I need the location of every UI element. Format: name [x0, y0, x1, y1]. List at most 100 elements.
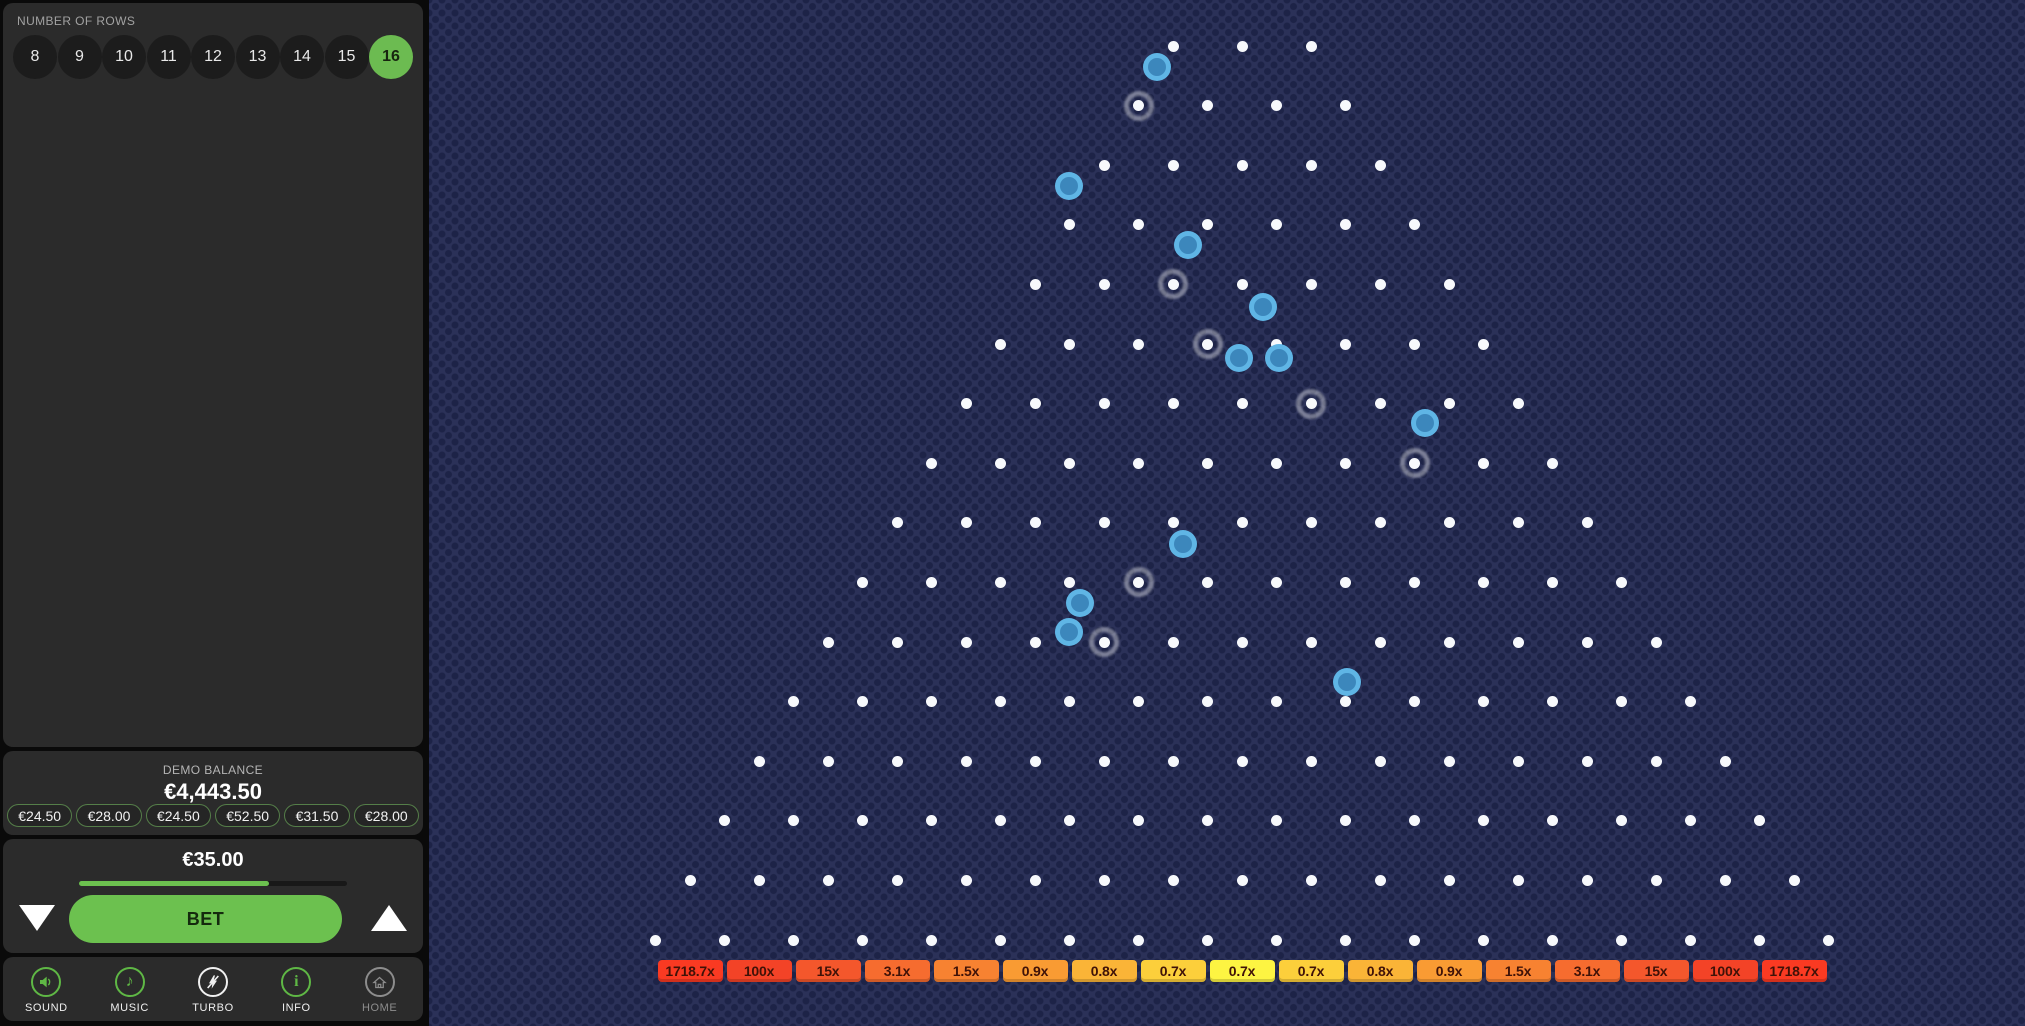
row-button-9[interactable]: 9 — [57, 35, 102, 79]
ball — [1169, 530, 1197, 558]
peg — [1754, 934, 1765, 946]
peg — [1478, 457, 1489, 469]
peg — [1478, 338, 1489, 350]
peg — [1098, 278, 1110, 290]
peg — [1581, 636, 1593, 648]
multiplier-tile: 0.7x — [1209, 960, 1275, 982]
peg — [719, 934, 730, 946]
toolbar-item-info[interactable]: i INFO — [256, 967, 336, 1014]
toolbar-item-turbo[interactable]: TURBO — [173, 967, 253, 1014]
peg-hit-halo — [1123, 90, 1154, 121]
peg — [719, 815, 730, 827]
peg — [1305, 636, 1317, 648]
demo-balance-value: €4,443.50 — [164, 779, 262, 804]
peg — [995, 576, 1006, 588]
peg — [1650, 636, 1662, 648]
bet-amount: €35.00 — [182, 849, 244, 871]
peg — [1133, 696, 1144, 708]
peg — [857, 815, 868, 827]
peg — [995, 457, 1006, 469]
peg — [1581, 755, 1593, 767]
peg — [1029, 755, 1041, 767]
peg — [1098, 636, 1110, 648]
peg — [1374, 755, 1386, 767]
row-button-8[interactable]: 8 — [13, 35, 57, 79]
peg — [1271, 934, 1282, 946]
peg — [1202, 576, 1213, 588]
peg — [960, 755, 972, 767]
peg-hit-halo — [1089, 627, 1119, 657]
peg — [1547, 815, 1558, 827]
peg — [1064, 219, 1075, 231]
peg — [960, 874, 972, 886]
peg — [1202, 219, 1213, 231]
row-button-15[interactable]: 15 — [324, 35, 369, 79]
peg — [891, 874, 903, 886]
peg — [1029, 278, 1041, 290]
peg — [1236, 636, 1248, 648]
toolbar-item-home[interactable]: HOME — [340, 967, 420, 1014]
peg — [1133, 100, 1144, 112]
peg — [891, 755, 903, 767]
multiplier-tile: 100x — [1692, 960, 1758, 982]
ball — [1055, 618, 1083, 646]
home-icon — [364, 967, 395, 997]
toolbar-item-sound[interactable]: SOUND — [6, 967, 86, 1014]
peg — [1754, 815, 1765, 827]
peg — [1719, 755, 1731, 767]
peg — [1409, 934, 1420, 946]
peg — [1236, 398, 1248, 410]
multiplier-tile: 0.8x — [1071, 960, 1137, 982]
row-button-12[interactable]: 12 — [191, 35, 235, 79]
peg — [684, 874, 696, 886]
peg — [1167, 517, 1179, 529]
peg — [1305, 278, 1317, 290]
bet-panel: €35.00 BET — [3, 839, 423, 953]
peg — [1098, 755, 1110, 767]
peg — [650, 934, 661, 946]
peg — [788, 696, 799, 708]
peg-hit-halo — [1399, 448, 1430, 479]
peg-hit-halo — [1296, 388, 1326, 419]
peg — [1374, 278, 1386, 290]
row-button-13[interactable]: 13 — [235, 35, 280, 79]
peg — [1202, 815, 1213, 827]
peg — [1512, 636, 1524, 648]
balance-panel: DEMO BALANCE €4,443.50 €24.50 €28.00 €24.5… — [3, 751, 423, 835]
peg — [1167, 874, 1179, 886]
toolbar-item-label: INFO — [281, 1002, 311, 1014]
peg — [1271, 219, 1282, 231]
peg — [1202, 696, 1213, 708]
peg — [1547, 934, 1558, 946]
peg — [1409, 219, 1420, 231]
peg — [1202, 338, 1213, 350]
peg — [1202, 100, 1213, 112]
peg — [926, 934, 937, 946]
toolbar-item-music[interactable]: ♪ MUSIC — [90, 967, 170, 1014]
peg — [1305, 159, 1317, 171]
ball — [1174, 231, 1202, 259]
speaker-icon — [31, 967, 62, 997]
peg-hit-halo — [1192, 329, 1223, 359]
music-note-icon: ♪ — [114, 967, 145, 997]
row-button-11[interactable]: 11 — [146, 35, 191, 79]
bet-button[interactable]: BET — [69, 895, 342, 943]
peg — [1547, 696, 1558, 708]
row-button-10[interactable]: 10 — [102, 35, 146, 79]
peg — [1167, 398, 1179, 410]
row-button-14[interactable]: 14 — [280, 35, 324, 79]
peg — [1478, 815, 1489, 827]
peg — [1685, 696, 1696, 708]
peg — [1029, 636, 1041, 648]
row-button-16[interactable]: 16 — [369, 35, 413, 79]
rows-panel: NUMBER OF ROWS 8 9 10 11 12 13 14 15 16 — [3, 3, 423, 747]
peg — [1064, 815, 1075, 827]
ball — [1225, 344, 1253, 372]
peg-hit-halo — [1123, 567, 1154, 598]
peg — [1443, 398, 1455, 410]
peg — [1340, 576, 1351, 588]
bet-decrease-button[interactable] — [19, 905, 55, 931]
bet-slider[interactable] — [79, 881, 347, 886]
peg — [1271, 576, 1282, 588]
bet-increase-button[interactable] — [371, 905, 407, 931]
